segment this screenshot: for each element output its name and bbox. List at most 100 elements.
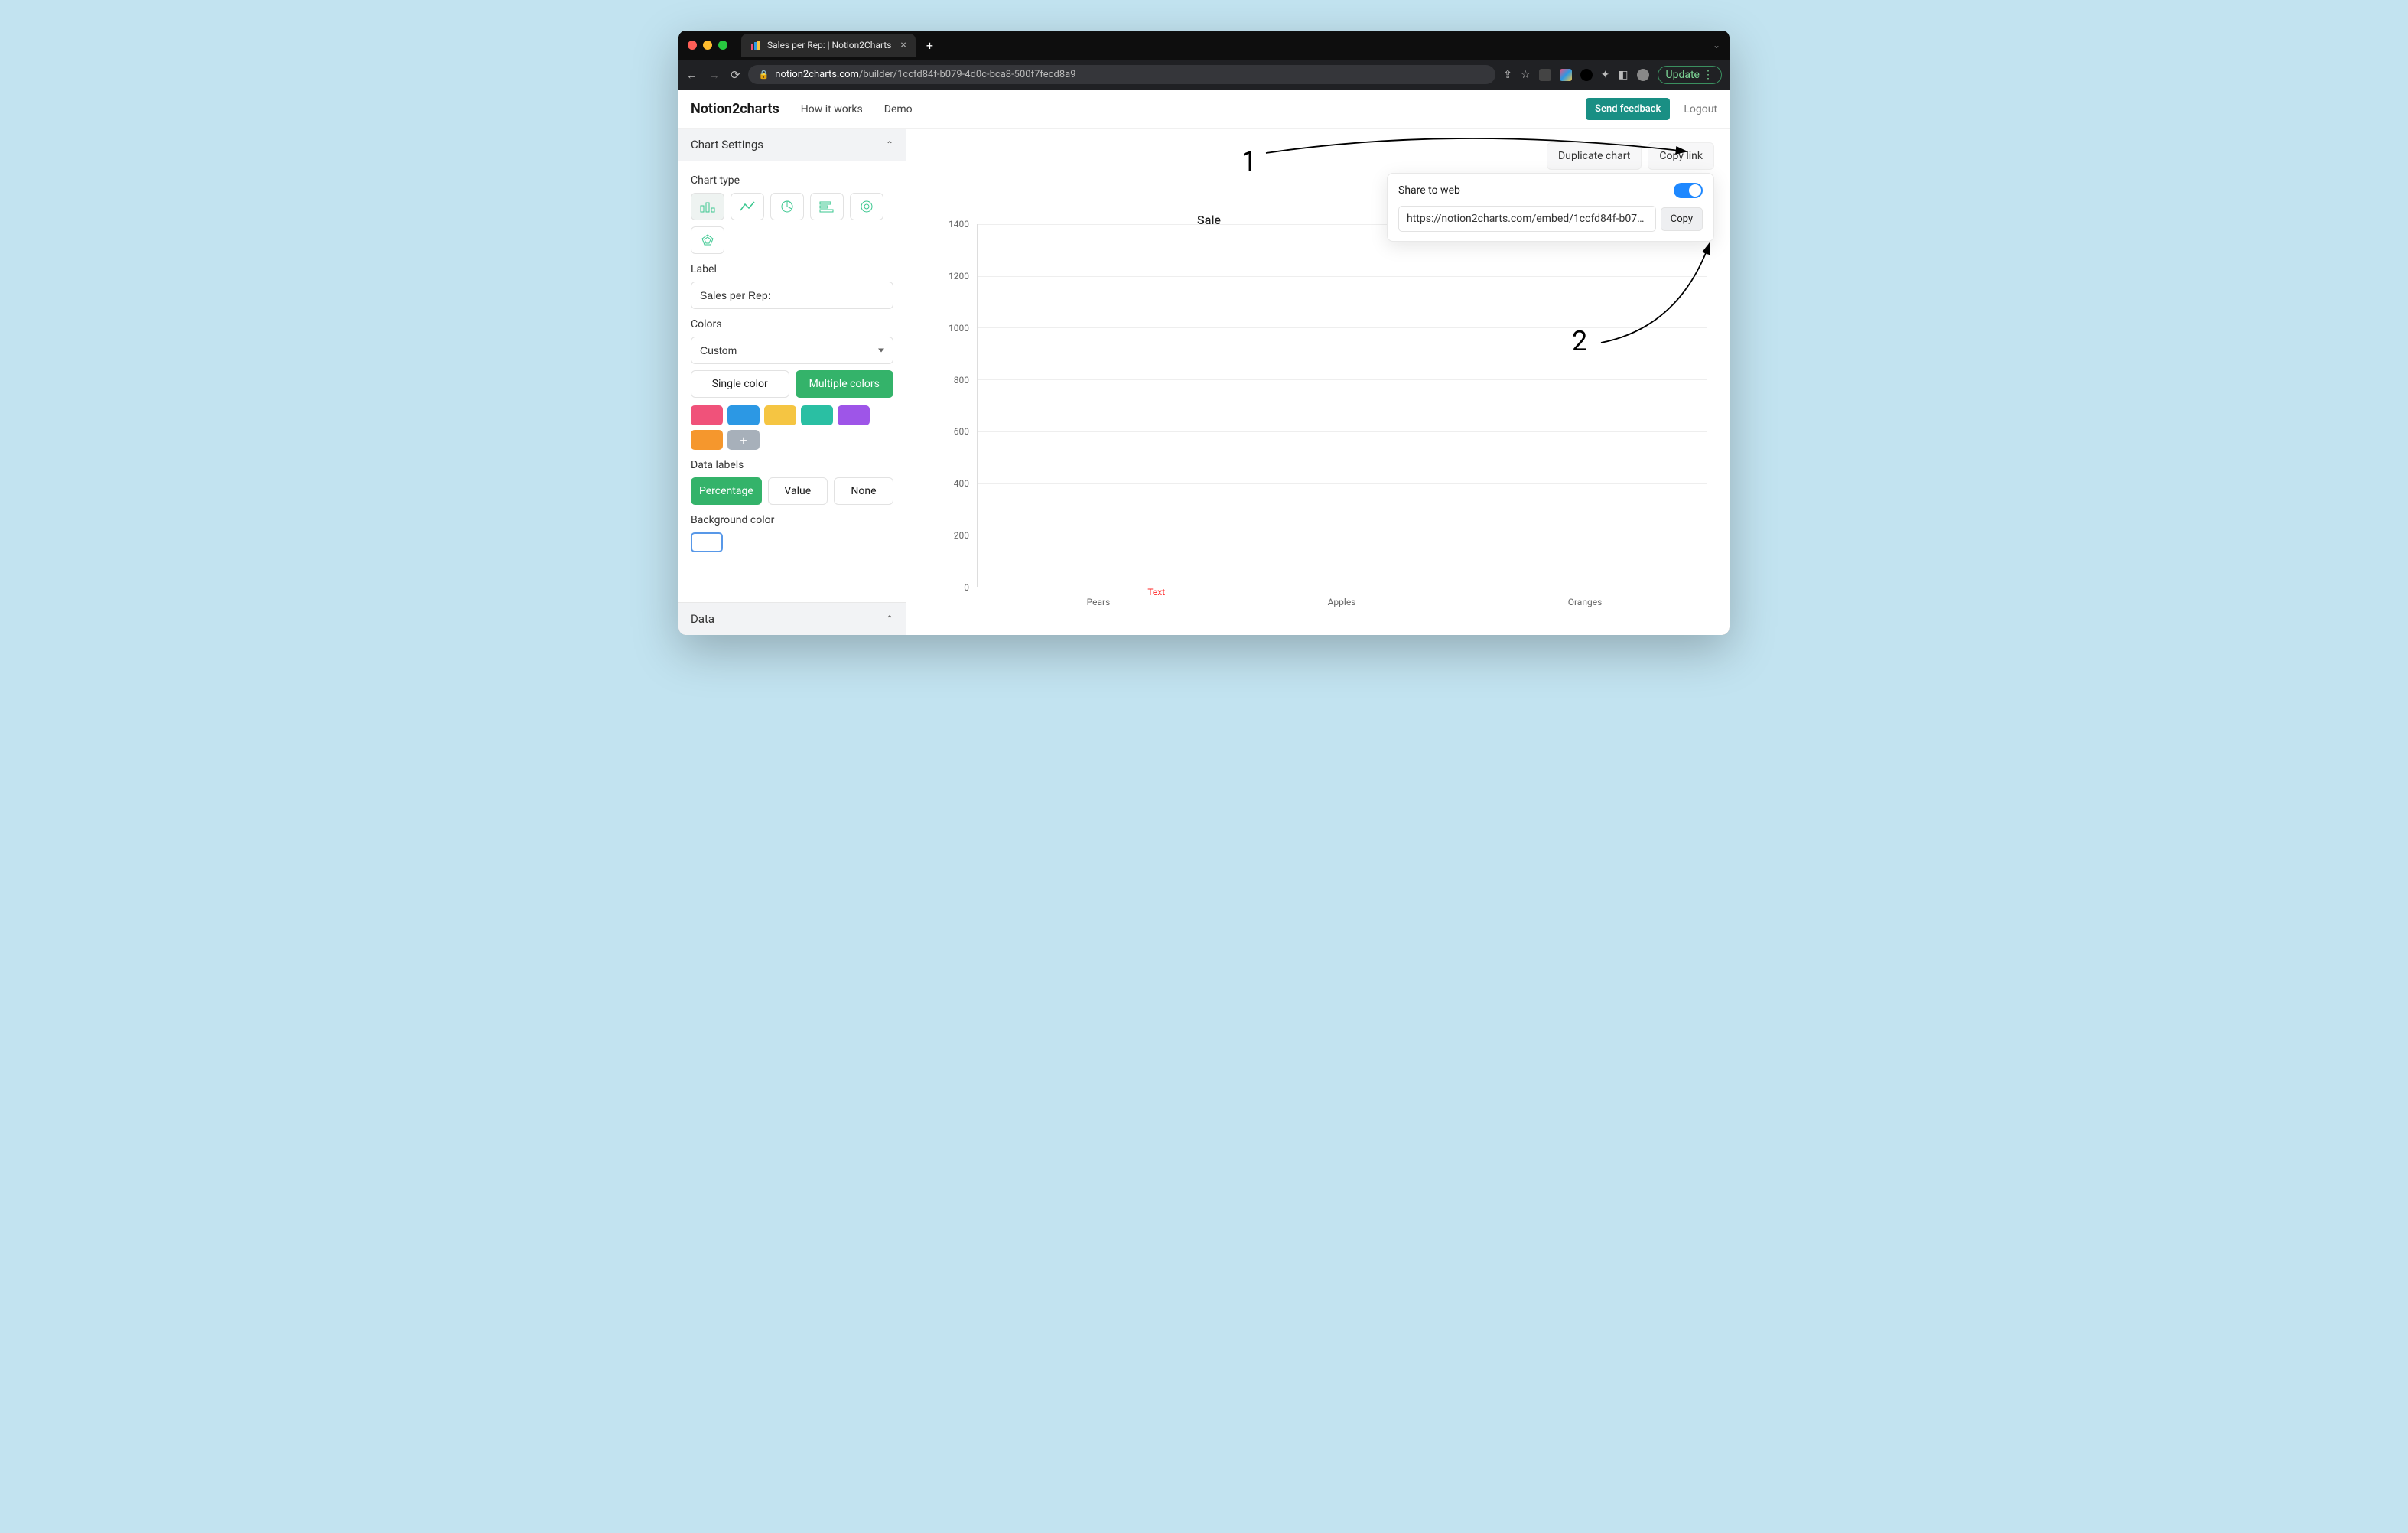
extension-icon[interactable] [1580,69,1593,81]
y-tick-label: 800 [954,375,969,386]
data-label-none[interactable]: None [834,477,893,505]
x-tick-label: Pears [1011,597,1186,607]
y-tick-label: 0 [964,582,969,593]
settings-body: Chart type Label Colors [678,161,906,602]
page-content: Notion2charts How it works Demo Send fee… [678,90,1730,635]
close-window-icon[interactable] [688,41,697,50]
share-popover: Share to web https://notion2charts.com/e… [1387,173,1714,242]
color-swatch[interactable] [727,405,760,425]
nav-how-it-works[interactable]: How it works [801,103,863,116]
chevron-up-icon: ⌃ [886,614,893,624]
chart-settings-header[interactable]: Chart Settings ⌃ [678,129,906,161]
color-swatches: + [691,405,893,450]
y-tick-label: 400 [954,478,969,489]
color-swatch[interactable] [691,430,723,450]
sidebar: Chart Settings ⌃ Chart type Label [678,129,906,635]
data-section-label: Data [691,612,714,626]
forward-icon[interactable]: → [708,68,720,82]
extensions-menu-icon[interactable]: ✦ [1601,69,1610,81]
colors-mode-select[interactable] [691,337,893,364]
embed-url-field[interactable]: https://notion2charts.com/embed/1ccfd84f… [1398,206,1656,232]
chart-canvas: 1400120010008006004002000 54.52%Text29.0… [943,224,1714,610]
colors-label: Colors [691,318,893,330]
y-tick-label: 1400 [949,219,969,229]
duplicate-chart-button[interactable]: Duplicate chart [1547,142,1642,170]
extension-square-icon[interactable]: ◧ [1618,69,1628,81]
chart-area: Duplicate chart Copy link Share to web h… [906,129,1730,635]
back-icon[interactable]: ← [686,68,698,82]
y-axis: 1400120010008006004002000 [943,224,974,587]
annotation-text: Text [1147,587,1165,597]
titlebar: Sales per Rep: | Notion2Charts × + ⌄ [678,31,1730,60]
data-labels-label: Data labels [691,459,893,471]
chart-type-donut[interactable] [850,193,883,220]
chart-type-radar[interactable] [691,226,724,254]
address-bar: ← → ⟳ 🔒 notion2charts.com/builder/1ccfd8… [678,60,1730,90]
chart-type-pie[interactable] [770,193,804,220]
maximize-window-icon[interactable] [718,41,727,50]
add-color-button[interactable]: + [727,430,760,450]
color-swatch[interactable] [764,405,796,425]
chart-settings-label: Chart Settings [691,138,763,151]
logout-link[interactable]: Logout [1684,103,1717,116]
x-axis-labels: Pears Apples Oranges [977,597,1707,607]
single-color-button[interactable]: Single color [691,370,789,398]
x-tick-label: Apples [1254,597,1430,607]
chart-type-group [691,193,893,254]
chevron-up-icon: ⌃ [886,139,893,150]
chart-type-label: Chart type [691,174,893,187]
annotation-step-1: 1 [1241,145,1257,177]
nav-demo[interactable]: Demo [884,103,913,116]
copy-link-button[interactable]: Copy link [1648,142,1714,170]
label-label: Label [691,263,893,275]
data-section-header[interactable]: Data ⌃ [678,602,906,635]
browser-window: Sales per Rep: | Notion2Charts × + ⌄ ← →… [678,31,1730,635]
multiple-colors-button[interactable]: Multiple colors [796,370,894,398]
y-tick-label: 600 [954,426,969,437]
bg-color-swatch[interactable] [691,532,723,552]
color-swatch[interactable] [801,405,833,425]
bg-color-label: Background color [691,514,893,526]
url-bar[interactable]: 🔒 notion2charts.com/builder/1ccfd84f-b07… [748,65,1496,84]
extension-icon[interactable] [1539,69,1551,81]
color-swatch[interactable] [838,405,870,425]
main-layout: Chart Settings ⌃ Chart type Label [678,129,1730,635]
tab-close-icon[interactable]: × [900,39,906,51]
update-button[interactable]: Update⋮ [1658,66,1722,84]
bar-value-label: 29.06% [1327,581,1358,592]
new-tab-button[interactable]: + [926,38,933,53]
data-label-value[interactable]: Value [768,477,828,505]
bar-value-label: 16.42% [1570,581,1600,592]
share-icon[interactable]: ⇪ [1503,69,1512,81]
url-domain: notion2charts.com/builder/1ccfd84f-b079-… [775,69,1075,80]
extension-icon[interactable] [1560,69,1572,81]
chart-type-hbar[interactable] [810,193,844,220]
y-tick-label: 1200 [949,271,969,282]
y-tick-label: 200 [954,530,969,541]
bookmark-icon[interactable]: ☆ [1521,69,1531,81]
traffic-lights [688,41,727,50]
profile-avatar-icon[interactable] [1637,69,1649,81]
minimize-window-icon[interactable] [703,41,712,50]
share-toggle[interactable] [1674,183,1703,198]
tab-overflow-icon[interactable]: ⌄ [1713,40,1720,50]
x-tick-label: Oranges [1498,597,1673,607]
plot-area: 54.52%Text29.06%16.42% [977,224,1707,587]
reload-icon[interactable]: ⟳ [731,68,740,82]
chart-label-input[interactable] [691,282,893,309]
data-label-percentage[interactable]: Percentage [691,477,762,505]
lock-icon: 🔒 [759,70,770,80]
chart-type-bar[interactable] [691,193,724,220]
brand-logo[interactable]: Notion2charts [691,101,779,117]
copy-embed-button[interactable]: Copy [1661,207,1703,231]
bar-value-label: 54.52% [1084,581,1115,592]
chart-type-line[interactable] [731,193,764,220]
top-nav: Notion2charts How it works Demo Send fee… [678,90,1730,129]
tab-title: Sales per Rep: | Notion2Charts [767,40,891,50]
tab-favicon-icon [750,40,761,50]
bars-group: 54.52%Text29.06%16.42% [978,224,1707,587]
color-swatch[interactable] [691,405,723,425]
browser-tab[interactable]: Sales per Rep: | Notion2Charts × [741,34,916,57]
y-tick-label: 1000 [949,323,969,334]
send-feedback-button[interactable]: Send feedback [1586,98,1670,120]
